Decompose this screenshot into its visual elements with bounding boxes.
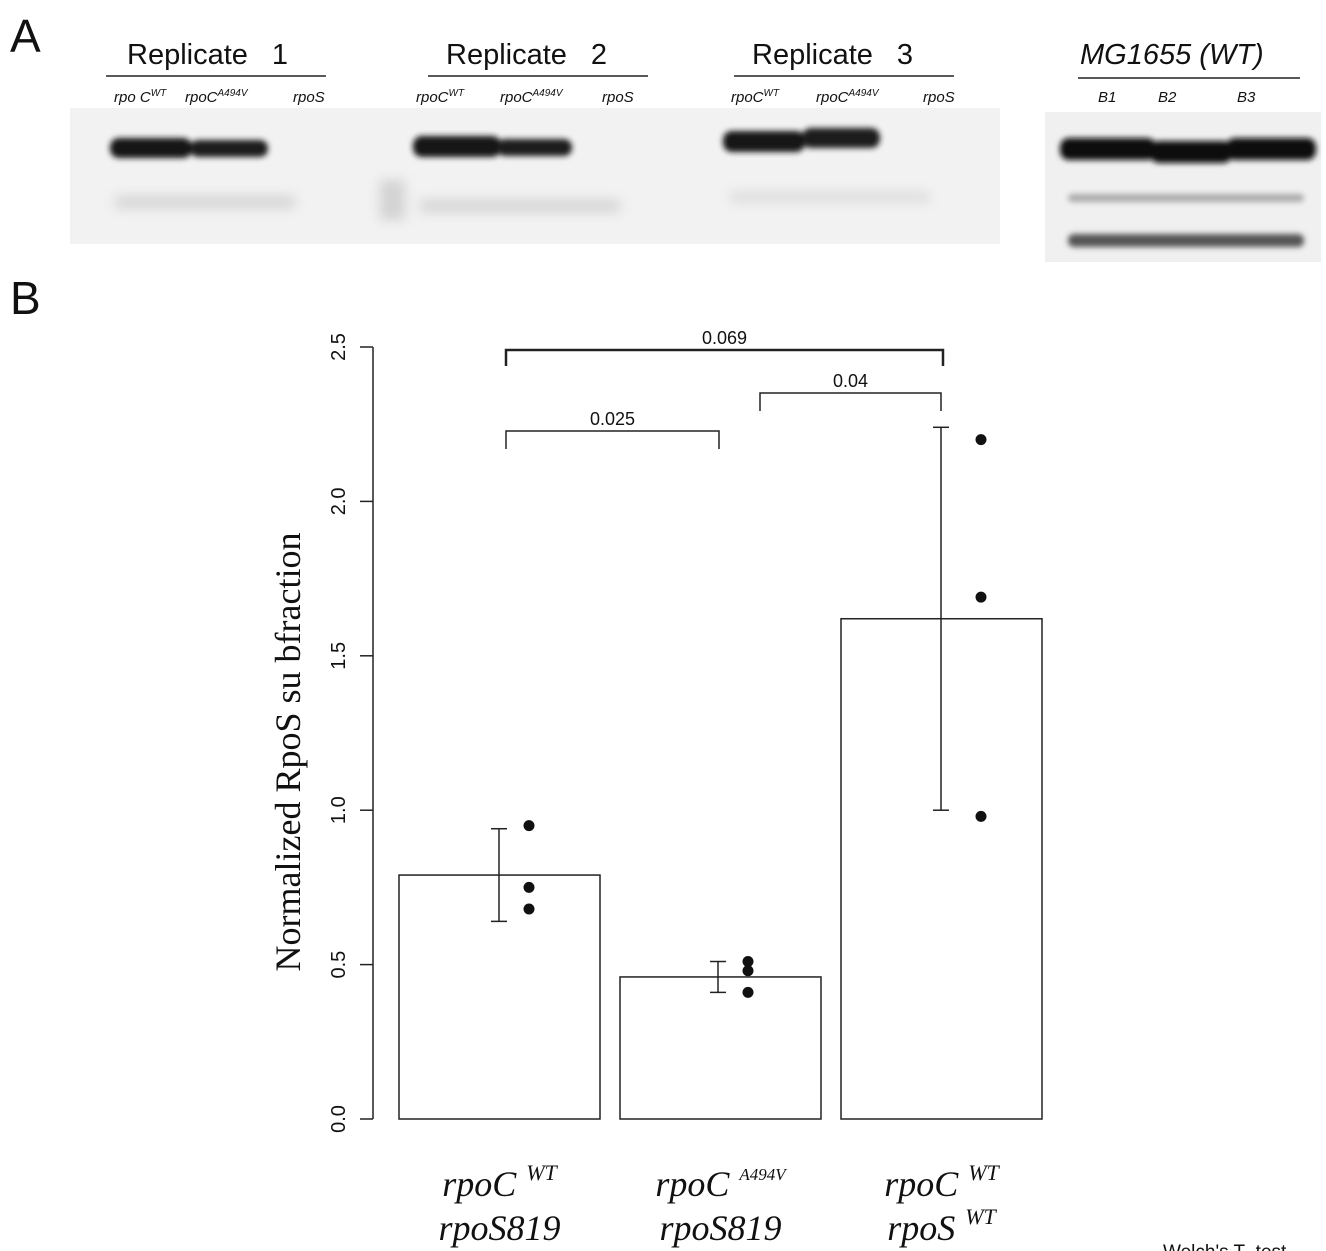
x-label-line2-2: rpoS WT [887, 1204, 997, 1248]
bracket-1: 0.04 [759, 371, 942, 411]
point-2-2 [975, 810, 987, 822]
svg-text:MG1655 (WT): MG1655 (WT) [1080, 39, 1264, 71]
point-1-2 [742, 986, 754, 998]
panel-a: A Replicate 1 Replicate 2 [10, 10, 1321, 262]
panel-a-label: A [10, 10, 41, 62]
lane-label-r2-3: rpoS [602, 89, 634, 106]
y-axis: 0.0 0.5 1.0 1.5 2.0 2.5 [328, 333, 374, 1133]
band-r1-wt [110, 138, 192, 158]
bracket-p-value-1: 0.04 [833, 371, 868, 391]
y-tick-label-5: 2.5 [328, 333, 350, 361]
y-tick-label-1: 0.5 [328, 951, 350, 979]
band-wt-b1 [1060, 138, 1156, 160]
lane-label-r1-1: rpo CWT [114, 88, 167, 106]
lane-label-r1-2: rpoCA494V [185, 88, 249, 106]
footnote: Welch's T- test [1163, 1242, 1287, 1251]
error-bar-0 [491, 827, 507, 923]
lane-label-r3-3: rpoS [923, 89, 955, 106]
error-bar-2 [933, 426, 949, 811]
bracket-p-value-2: 0.069 [702, 328, 747, 348]
blot-background-smears [115, 180, 930, 220]
bracket-2: 0.069 [504, 328, 945, 366]
bracket-line-1 [759, 392, 942, 411]
error-bars [491, 426, 949, 994]
bracket-p-value-0: 0.025 [590, 409, 635, 429]
replicate-1-header: Replicate 1 [106, 39, 326, 77]
replicate-3-header: Replicate 3 [734, 39, 954, 77]
point-0-2 [523, 903, 535, 915]
y-axis-label: Normalized RpoS su bfraction [268, 533, 308, 972]
y-tick-label-2: 1.0 [328, 796, 350, 824]
point-0-1 [523, 881, 535, 893]
point-2-1 [975, 591, 987, 603]
bracket-0: 0.025 [505, 409, 720, 449]
band-r3-a494v [802, 128, 880, 148]
lane-label-wt-b2: B2 [1158, 89, 1177, 106]
lane-label-r3-2: rpoCA494V [816, 88, 880, 106]
x-label-line2-0: rpoS819 [438, 1208, 560, 1248]
lane-labels: rpo CWT rpoCA494V rpoS rpoCWT rpoCA494V … [114, 88, 1256, 106]
lane-label-r2-1: rpoCWT [416, 88, 465, 106]
panel-b-label: B [10, 272, 41, 324]
band-r1-a494v [190, 140, 268, 157]
x-label-line2-1: rpoS819 [659, 1208, 781, 1248]
band-r3-wt [723, 131, 805, 152]
lane-label-r3-1: rpoCWT [731, 88, 780, 106]
data-points [523, 434, 987, 998]
x-label-line1-2: rpoC WT [884, 1160, 1000, 1204]
point-1-0 [742, 956, 754, 968]
x-label-line1-1: rpoC A494V [655, 1164, 788, 1204]
band-r2-wt [413, 136, 501, 157]
blot-bands [110, 128, 1316, 247]
lane-label-r2-2: rpoCA494V [500, 88, 564, 106]
band-r2-a494v [497, 139, 572, 156]
point-2-0 [975, 434, 987, 446]
bars [398, 617, 1043, 1120]
bracket-line-0 [505, 430, 720, 449]
replicate-2-header: Replicate 2 [428, 39, 648, 77]
band-wt-lower [1068, 234, 1304, 247]
x-label-line1-0: rpoC WT [442, 1160, 558, 1204]
lane-label-wt-b3: B3 [1237, 89, 1256, 106]
y-tick-label-3: 1.5 [328, 642, 350, 670]
band-wt-b3 [1226, 138, 1316, 160]
y-tick-label-0: 0.0 [328, 1105, 350, 1133]
lane-label-wt-b1: B1 [1098, 89, 1116, 106]
point-0-0 [523, 820, 535, 832]
band-wt-mid [1068, 194, 1304, 202]
band-wt-b2 [1150, 141, 1232, 163]
bracket-line-2 [504, 348, 945, 366]
significance-brackets: 0.025 0.04 0.069 [504, 328, 945, 449]
wt-group-header: MG1655 (WT) [1078, 39, 1300, 79]
point-1-1 [742, 965, 754, 977]
y-tick-label-4: 2.0 [328, 487, 350, 515]
lane-label-r1-3: rpoS [293, 89, 325, 106]
error-bar-1 [710, 960, 726, 994]
bar-1 [619, 976, 822, 1120]
